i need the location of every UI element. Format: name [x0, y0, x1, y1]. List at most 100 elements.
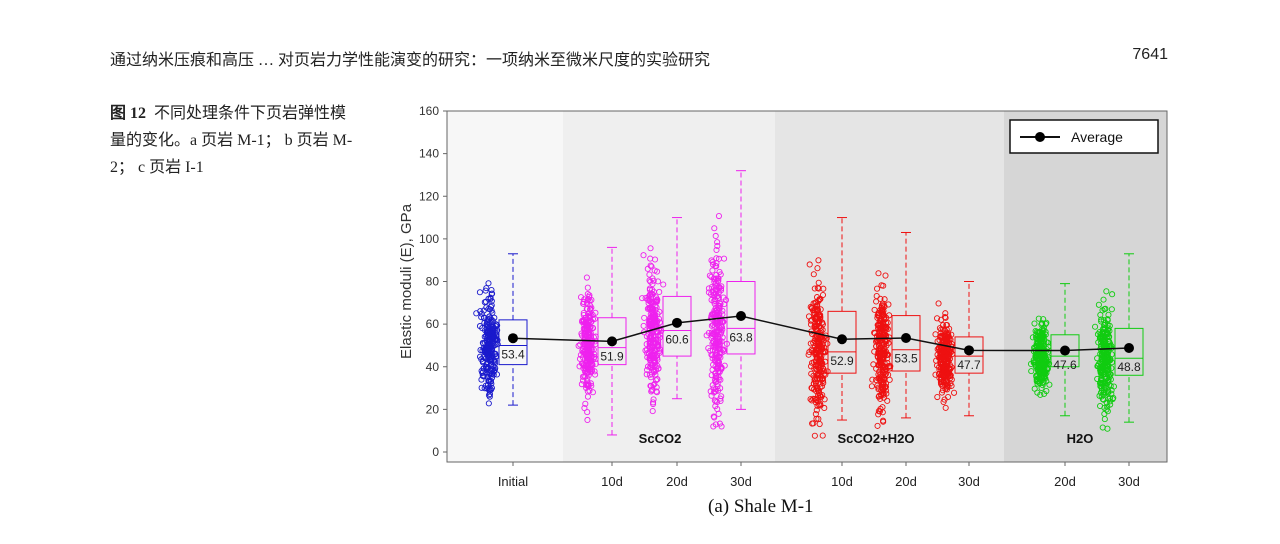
scatter-point [479, 372, 486, 379]
scatter-point [819, 291, 827, 299]
group-label: H2O [1067, 431, 1094, 446]
scatter-point [814, 318, 821, 325]
scatter-point [810, 420, 817, 427]
scatter-point [881, 341, 888, 348]
scatter-point [640, 322, 647, 329]
box [954, 336, 984, 374]
scatter-point [718, 324, 725, 331]
scatter-point [882, 272, 889, 279]
scatter-point [1097, 364, 1104, 371]
scatter-point [1108, 306, 1115, 313]
scatter-point [651, 256, 659, 263]
scatter-point [584, 388, 591, 395]
scatter-point [1038, 355, 1045, 362]
scatter-point [584, 284, 591, 291]
scatter-point [878, 310, 886, 317]
scatter-point [489, 290, 496, 297]
scatter-point [940, 353, 947, 360]
scatter-point [717, 376, 724, 383]
group-label: ScCO2+H2O [838, 431, 915, 446]
scatter-point [488, 358, 495, 365]
group-label: ScCO2 [639, 431, 682, 446]
average-marker [837, 334, 847, 345]
scatter-point [1097, 311, 1104, 318]
scatter-point [1039, 362, 1046, 369]
scatter-point [705, 329, 712, 336]
scatter-point [942, 404, 949, 411]
scatter-point [805, 351, 812, 358]
scatter-point [814, 306, 822, 313]
scatter-point [482, 287, 489, 294]
scatter-point [939, 366, 947, 374]
scatter-point [584, 416, 591, 424]
scatter-point [875, 408, 882, 415]
scatter-point [586, 312, 593, 319]
scatter-point [812, 306, 819, 313]
scatter-point [480, 365, 487, 372]
scatter-point [934, 393, 941, 401]
scatter-point [639, 295, 646, 302]
scatter-point [650, 400, 657, 408]
scatter-point [1032, 327, 1039, 335]
scatter-point [869, 376, 876, 383]
scatter-point [584, 369, 591, 376]
scatter-point [580, 300, 587, 307]
scatter-point [1103, 399, 1110, 406]
scatter-point [873, 376, 880, 384]
scatter-point [1094, 375, 1101, 382]
scatter-point [821, 396, 828, 403]
scatter-point [1102, 389, 1109, 396]
scatter-point [941, 331, 948, 338]
scatter-point [942, 310, 949, 317]
scatter-point [1104, 366, 1111, 373]
scatter-point [646, 344, 653, 351]
x-tick-label: 20d [666, 474, 688, 489]
scatter-point [874, 422, 881, 429]
group-band [447, 111, 563, 462]
scatter-point [882, 387, 889, 394]
scatter-point [482, 298, 490, 305]
scatter-point [1036, 332, 1043, 339]
mean-value-label: 52.9 [830, 354, 854, 368]
legend-label: Average [1071, 129, 1123, 145]
scatter-point [951, 389, 958, 396]
scatter-point [1095, 301, 1102, 308]
scatter-point [812, 410, 819, 418]
scatter-point [581, 404, 588, 412]
scatter-point [1096, 335, 1103, 342]
scatter-point [647, 334, 654, 341]
scatter-point [1035, 315, 1042, 322]
scatter-point [580, 361, 587, 369]
scatter-point [820, 377, 827, 384]
scatter-point [713, 263, 720, 270]
y-tick-label: 160 [419, 104, 439, 118]
scatter-point [808, 304, 815, 311]
scatter-point [1109, 395, 1116, 403]
scatter-point [648, 316, 655, 323]
scatter-point [1099, 396, 1106, 403]
scatter-point [648, 382, 655, 389]
scatter-point [820, 285, 827, 292]
scatter-point [485, 392, 493, 399]
scatter-point [654, 362, 661, 370]
scatter-point [880, 348, 888, 355]
scatter-point [1033, 362, 1040, 369]
scatter-point [708, 257, 715, 264]
scatter-point [708, 322, 715, 329]
x-tick-label: Initial [498, 474, 528, 489]
y-tick-label: 20 [426, 402, 440, 416]
scatter-point [811, 432, 818, 439]
scatter-point [943, 330, 950, 337]
scatter-point [1103, 406, 1110, 413]
scatter-point [810, 395, 817, 402]
scatter-point [583, 274, 590, 281]
scatter-point [940, 398, 947, 406]
x-tick-label: 20d [895, 474, 917, 489]
scatter-point [577, 294, 585, 301]
scatter-point [649, 305, 656, 312]
scatter-point [713, 373, 720, 380]
scatter-point [1028, 368, 1035, 375]
scatter-point [490, 318, 497, 325]
scatter-point [710, 321, 717, 329]
scatter-point [937, 379, 944, 386]
